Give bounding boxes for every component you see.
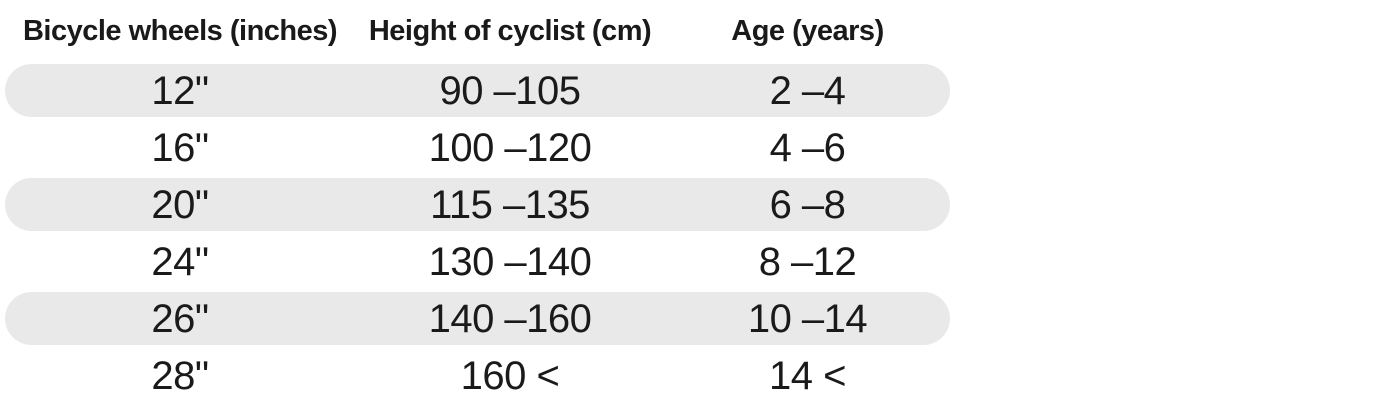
cell-wheel-size: 12" [151,68,209,113]
column-header-age: Age (years) [731,14,884,47]
table-row: 16" 100 –120 4 –6 [5,119,950,176]
cell-height-range: 100 –120 [428,125,592,170]
cell-wheel-size: 28" [151,353,209,398]
cell-age-range: 4 –6 [769,125,846,170]
cell-height-range: 160 < [460,353,560,398]
cell-height-range: 115 –135 [430,182,590,227]
column-header-wheels: Bicycle wheels (inches) [22,14,338,47]
table-row: 28" 160 < 14 < [5,347,950,404]
cell-wheel-size: 20" [151,182,209,227]
table-row: 26" 140 –160 10 –14 [5,290,950,347]
table-header-row: Bicycle wheels (inches) Height of cyclis… [5,0,950,62]
table-row: 20" 115 –135 6 –8 [5,176,950,233]
table-row: 12" 90 –105 2 –4 [5,62,950,119]
cell-height-range: 90 –105 [439,68,581,113]
cell-age-range: 8 –12 [758,239,857,284]
cell-age-range: 14 < [769,353,846,398]
cell-height-range: 130 –140 [428,239,592,284]
cell-age-range: 10 –14 [747,296,868,341]
column-header-height: Height of cyclist (cm) [368,14,652,47]
cell-wheel-size: 16" [151,125,209,170]
cell-height-range: 140 –160 [428,296,592,341]
bike-size-table: Bicycle wheels (inches) Height of cyclis… [5,0,950,404]
cell-age-range: 6 –8 [769,182,846,227]
cell-wheel-size: 24" [151,239,209,284]
cell-age-range: 2 –4 [769,68,846,113]
cell-wheel-size: 26" [151,296,209,341]
table-row: 24" 130 –140 8 –12 [5,233,950,290]
